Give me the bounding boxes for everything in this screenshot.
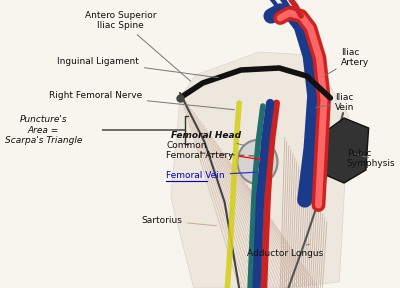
Text: Pubic
Symphysis: Pubic Symphysis: [347, 149, 395, 168]
Text: Puncture's
Area =
Scarpa's Triangle: Puncture's Area = Scarpa's Triangle: [4, 115, 82, 145]
Text: Sartorius: Sartorius: [141, 216, 216, 226]
Text: Common
Femoral Artery: Common Femoral Artery: [166, 141, 261, 160]
Text: Iliac
Vein: Iliac Vein: [316, 93, 354, 112]
Text: Iliac
Artery: Iliac Artery: [324, 48, 370, 77]
Text: Inguinal Ligament: Inguinal Ligament: [57, 57, 218, 78]
Polygon shape: [317, 118, 369, 183]
Circle shape: [237, 140, 278, 184]
Text: Adductor Longus: Adductor Longus: [247, 244, 323, 258]
Text: Femoral Head: Femoral Head: [171, 131, 244, 145]
Polygon shape: [171, 52, 348, 288]
Text: Antero Superior
Iliac Spine: Antero Superior Iliac Spine: [85, 11, 190, 81]
Text: Femoral Vein: Femoral Vein: [166, 171, 257, 180]
Text: Right Femoral Nerve: Right Femoral Nerve: [48, 91, 234, 110]
